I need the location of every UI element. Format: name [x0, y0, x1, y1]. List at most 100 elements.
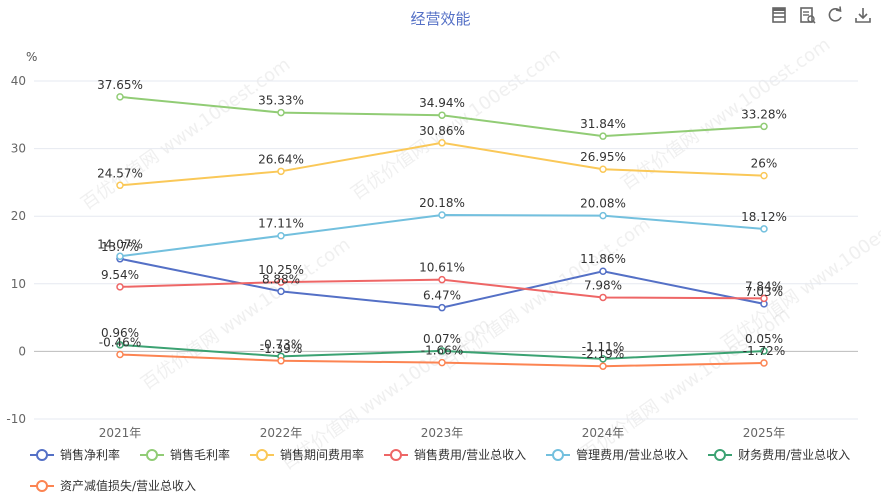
data-point-5 — [116, 252, 124, 261]
data-point-2 — [599, 132, 607, 140]
legend-item-3[interactable]: 销售期间费用率 — [250, 446, 364, 463]
data-point-7 — [277, 357, 285, 365]
y-tick-label: 30 — [11, 142, 26, 156]
y-tick-label: 0 — [18, 344, 26, 358]
data-label: 7.98% — [584, 278, 622, 292]
data-point-1 — [438, 303, 446, 312]
download-icon[interactable] — [853, 5, 873, 25]
legend-swatch — [30, 448, 54, 462]
legend-item-6[interactable]: 财务费用/营业总收入 — [708, 446, 850, 463]
data-point-4 — [116, 283, 124, 291]
data-label: -1.72% — [743, 344, 785, 358]
data-label: -1.11% — [582, 340, 624, 354]
legend-label: 销售期间费用率 — [280, 448, 365, 462]
legend-item-7[interactable]: 资产减值损失/营业总收入 — [30, 477, 196, 494]
y-tick-label: -10 — [6, 412, 26, 426]
chart-toolbar — [769, 5, 873, 25]
x-tick-label: 2024年 — [582, 426, 625, 440]
data-point-6 — [438, 347, 446, 355]
data-label: 26.64% — [258, 152, 304, 166]
data-label: 35.33% — [258, 94, 304, 108]
series-line-3 — [119, 141, 765, 187]
data-point-3 — [438, 139, 446, 147]
legend-label: 管理费用/营业总收入 — [576, 448, 689, 462]
legend-item-2[interactable]: 销售毛利率 — [140, 446, 230, 463]
data-label: 18.12% — [741, 210, 787, 224]
y-tick-label: 40 — [11, 74, 26, 88]
data-point-2 — [116, 93, 124, 101]
data-label: 14.07% — [97, 237, 143, 251]
data-label: 31.84% — [580, 117, 626, 131]
data-label: 9.54% — [101, 268, 139, 282]
line-chart-plot: -10 0 10 20 30 40 2021年 2022年 2023年 2024年 2025年 13.… — [6, 74, 858, 440]
legend-label: 资产减值损失/营业总收入 — [60, 479, 197, 493]
data-label: 0.05% — [745, 332, 783, 346]
series-line-5 — [119, 213, 765, 258]
data-label: 13.7% — [101, 240, 139, 254]
data-label: 26.95% — [580, 150, 626, 164]
data-view-icon[interactable] — [769, 5, 789, 25]
data-point-2 — [277, 108, 285, 117]
data-label: 10.25% — [258, 263, 304, 277]
x-tick-label: 2025年 — [743, 426, 786, 440]
data-point-4 — [438, 275, 446, 284]
data-label: 7.84% — [745, 279, 783, 293]
data-point-7 — [599, 362, 607, 370]
data-label: -1.39% — [260, 342, 302, 356]
data-label: 17.11% — [258, 217, 304, 231]
data-label: -2.19% — [582, 347, 624, 361]
data-label: 24.57% — [97, 166, 143, 180]
data-point-2 — [438, 111, 446, 119]
data-point-5 — [760, 225, 768, 233]
data-point-4 — [277, 278, 285, 286]
data-point-3 — [599, 165, 607, 173]
x-tick-label: 2021年 — [99, 426, 142, 440]
legend-label: 销售费用/营业总收入 — [414, 448, 527, 462]
data-point-2 — [760, 122, 768, 131]
data-label: 8.88% — [262, 272, 300, 286]
data-point-6 — [599, 355, 607, 363]
data-label: 37.65% — [97, 78, 143, 92]
data-point-1 — [277, 287, 285, 296]
data-label: -0.46% — [99, 336, 141, 350]
data-point-7 — [760, 359, 768, 367]
data-label: 20.18% — [419, 196, 465, 210]
y-tick-label: 20 — [11, 209, 26, 223]
data-point-4 — [599, 293, 607, 302]
data-label: 26% — [751, 157, 778, 171]
chart-legend: 销售净利率 销售毛利率 销售期间费用率 销售费用/营业总收入 管理费用/营业总收入 财务费… — [30, 446, 875, 494]
data-label: 30.86% — [419, 124, 465, 138]
data-label: 6.47% — [423, 289, 461, 303]
legend-swatch — [546, 448, 571, 462]
legend-item-5[interactable]: 管理费用/营业总收入 — [546, 446, 688, 463]
legend-item-1[interactable]: 销售净利率 — [30, 446, 120, 463]
data-point-7 — [438, 358, 446, 367]
legend-swatch — [30, 479, 54, 493]
data-label: 11.86% — [580, 252, 626, 266]
x-tick-label: 2023年 — [421, 426, 464, 440]
legend-swatch — [384, 448, 409, 462]
data-label: 10.61% — [419, 261, 465, 275]
data-point-7 — [116, 350, 124, 359]
data-point-3 — [277, 167, 285, 176]
legend-label: 销售毛利率 — [170, 448, 231, 462]
x-tick-label: 2022年 — [260, 426, 303, 440]
data-label: 34.94% — [419, 96, 465, 110]
y-axis-unit: % — [26, 50, 38, 64]
restore-icon[interactable] — [825, 5, 845, 25]
chart-title: 经营效能 — [410, 10, 471, 28]
data-label: 20.08% — [580, 197, 626, 211]
data-point-3 — [760, 171, 768, 180]
legend-swatch — [140, 448, 165, 462]
data-point-5 — [277, 231, 285, 240]
data-label: 0.07% — [423, 332, 461, 346]
data-point-5 — [438, 211, 446, 219]
save-image-icon[interactable] — [797, 5, 817, 25]
data-point-4 — [760, 294, 768, 303]
data-label: -0.73% — [260, 337, 302, 351]
legend-item-4[interactable]: 销售费用/营业总收入 — [384, 446, 526, 463]
data-label: 0.96% — [101, 326, 139, 340]
legend-swatch — [250, 448, 275, 462]
data-label: 7.03% — [745, 285, 783, 299]
data-label: 33.28% — [741, 107, 787, 121]
